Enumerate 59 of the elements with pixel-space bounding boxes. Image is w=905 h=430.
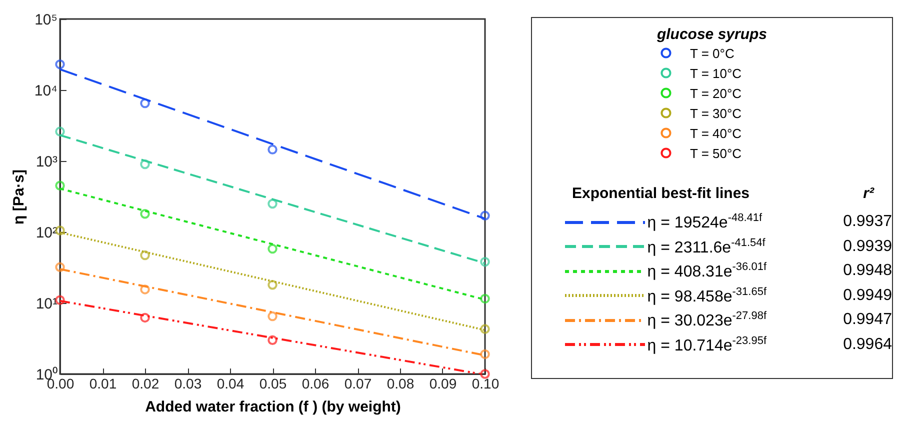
y-tick-label: 10² (36, 224, 58, 242)
point (55, 180, 65, 190)
text: 0.9949 (843, 286, 892, 305)
point (480, 349, 490, 360)
point (140, 98, 150, 108)
point (55, 126, 65, 136)
x-axis-title: Added water fraction (f ) (by weight) (145, 398, 401, 416)
x-tick-label: 0.09 (429, 376, 457, 392)
x-tick-label: 0.05 (259, 376, 287, 392)
legend-title: glucose syrups (656, 26, 768, 43)
x-tick-label: 0.10 (472, 376, 500, 392)
point (140, 159, 150, 170)
point (480, 294, 490, 304)
x-tick-label: 0.01 (89, 376, 117, 392)
point (55, 59, 65, 70)
legend-label: T = 0°C (690, 46, 734, 60)
y-axis-title: η [Pa·s] (10, 169, 28, 225)
text: r² (863, 185, 874, 202)
point (268, 311, 278, 322)
legend-label: η = 98.458e$^{-31.65f}$ (647, 286, 768, 306)
legend-label: T = 50°C (690, 146, 742, 160)
y-tick-label: 10⁵ (34, 12, 58, 28)
x-tick-label: 0.02 (132, 376, 160, 392)
text: Exponential best-fit lines (572, 185, 750, 202)
point (140, 312, 150, 323)
x-tick-label: 0.08 (386, 376, 414, 392)
text: 0.9947 (843, 311, 892, 330)
legend-label: η = 30.023e$^{-27.98f}$ (647, 310, 768, 330)
point (480, 256, 490, 267)
legend-label: η = 19524e$^{-48.41f}$ (647, 212, 764, 232)
legend-label: T = 40°C (690, 126, 742, 140)
text: 0.9937 (843, 213, 892, 232)
point (140, 209, 150, 219)
x-tick-label: 0.04 (216, 376, 244, 392)
legend-label: η = 408.31e$^{-36.01f}$ (647, 261, 768, 282)
text: 0.9939 (843, 238, 892, 256)
legend-label: η = 10.714e$^{-23.95f}$ (647, 334, 768, 355)
legend-label: T = 10°C (690, 66, 742, 80)
x-tick-label: 0.07 (344, 376, 372, 392)
legend-label: T = 20°C (690, 86, 742, 100)
point (140, 284, 150, 294)
text: 0.9964 (843, 336, 892, 354)
point (268, 335, 278, 345)
legend-label: T = 30°C (690, 106, 742, 120)
x-tick-label: 0.03 (174, 376, 202, 392)
point (55, 262, 65, 272)
point (480, 324, 490, 334)
point (268, 280, 278, 290)
text: 0.9948 (843, 262, 892, 280)
point (268, 144, 278, 154)
point (268, 198, 278, 209)
point (268, 244, 278, 254)
point (480, 210, 490, 221)
y-tick-label: 10⁴ (34, 82, 58, 100)
x-tick-label: 0.06 (302, 376, 330, 392)
y-tick-label: 10³ (36, 154, 58, 170)
legend-label: η = 2311.6e$^{-41.54f}$ (647, 236, 766, 257)
point (140, 250, 150, 260)
y-tick-label: 10¹ (36, 296, 58, 312)
